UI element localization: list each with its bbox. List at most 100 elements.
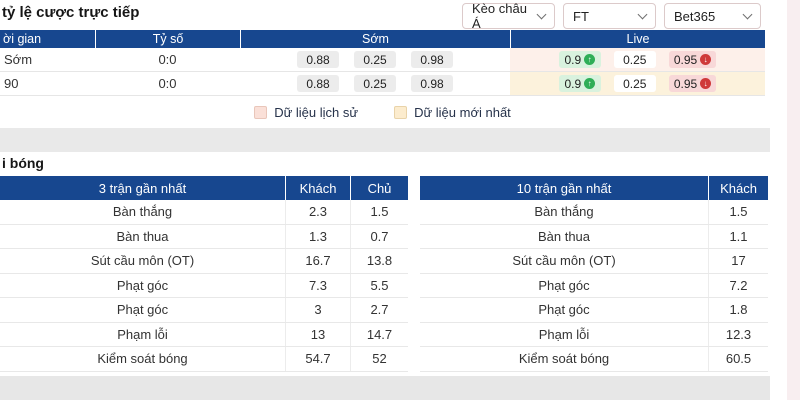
score-cell: 0:0 (158, 52, 177, 67)
stats-table-last3: 3 trận gần nhất Khách Chủ Bàn thắng 2.3 1.… (0, 176, 408, 372)
live-odds-value: 0.25 (613, 51, 656, 68)
stat-away-value: 7.3 (285, 273, 350, 297)
stat-away-value: 7.2 (708, 273, 768, 297)
stat-home-value: 5.5 (350, 273, 408, 297)
stat-label: Phạt góc (538, 302, 590, 318)
odds-table-body: Sớm 0:0 0.88 0.25 0.98 0.9 ↑ 0.25 0.95 ↓ 90 0:0 0.88… (0, 48, 765, 96)
early-odds-value: 0.88 (297, 51, 339, 68)
live-odds-cell: 0.9 ↑ 0.25 0.95 ↓ (510, 72, 765, 95)
stats-table-row: Sút cầu môn (OT) 17 (420, 249, 768, 274)
legend-label: Dữ liệu mới nhất (414, 105, 511, 120)
stat-label: Kiểm soát bóng (97, 351, 188, 367)
handicap-type-dropdown[interactable]: Kèo châu Á (462, 1, 555, 31)
stat-label: Phạt góc (116, 302, 169, 318)
stat-home-value: 13.8 (350, 249, 408, 273)
stats-table-row: Bàn thắng 1.5 (420, 200, 768, 225)
stats-table-row: Kiểm soát bóng 54.7 52 (0, 347, 408, 372)
stat-label: Sút cầu môn (OT) (512, 253, 616, 269)
col-header-early: Sớm (240, 30, 510, 48)
col-header-away: Khách (708, 176, 768, 200)
stat-away-value: 17 (708, 249, 768, 273)
stat-away-value: 1.1 (708, 224, 768, 248)
stats-table-row: Sút cầu môn (OT) 16.7 13.8 (0, 249, 408, 274)
stat-label: Bàn thua (537, 228, 591, 244)
col-header-away: Khách (285, 176, 350, 200)
col-header-score: Tỷ số (95, 30, 240, 48)
early-odds-value: 0.25 (354, 51, 396, 68)
live-odds-value: 0.9 ↑ (558, 75, 601, 92)
early-odds-cell: 0.88 0.25 0.98 (240, 72, 510, 95)
arrow-up-icon: ↑ (584, 78, 596, 89)
live-odds-cell: 0.9 ↑ 0.25 0.95 ↓ (510, 48, 765, 71)
stat-label: Phạt góc (116, 277, 169, 293)
stats-table-row: Bàn thua 1.3 0.7 (0, 224, 408, 249)
stats-table-header: 3 trận gần nhất Khách Chủ (0, 176, 408, 200)
chevron-down-icon (637, 9, 648, 20)
arrow-down-icon: ↓ (700, 78, 712, 89)
stats-table-row: Phạm lỗi 12.3 (420, 322, 768, 347)
stat-away-value: 16.7 (285, 249, 350, 273)
stats-table-row: Phạt góc 1.8 (420, 298, 768, 323)
live-odds-value: 0.25 (613, 75, 656, 92)
stat-away-value: 3 (285, 298, 350, 322)
stat-away-value: 12.3 (708, 322, 768, 346)
stats-table-row: Phạm lỗi 13 14.7 (0, 322, 408, 347)
stat-label: Bàn thua (116, 228, 169, 244)
stat-label: Phạm lỗi (117, 326, 168, 342)
stats-table-row: Bàn thua 1.1 (420, 224, 768, 249)
stats-table-row: Phạt góc 3 2.7 (0, 298, 408, 323)
handicap-type-value: Kèo châu Á (472, 1, 527, 31)
col-header-home: Chủ (350, 176, 408, 200)
stats-section-title: i bóng (2, 155, 44, 171)
stat-home-value: 14.7 (350, 322, 408, 346)
stat-away-value: 2.3 (285, 200, 350, 224)
section-divider (0, 128, 770, 152)
period-value: FT (573, 8, 589, 24)
legend-label: Dữ liệu lịch sử (274, 105, 359, 120)
live-odds-value: 0.95 ↓ (668, 75, 717, 92)
score-cell: 0:0 (158, 76, 177, 91)
legend: Dữ liệu lịch sử Dữ liệu mới nhất (0, 105, 765, 120)
stat-away-value: 1.8 (708, 298, 768, 322)
stat-away-value: 13 (285, 322, 350, 346)
live-odds-value: 0.9 ↑ (558, 51, 601, 68)
history-swatch-icon (254, 106, 268, 119)
early-odds-value: 0.98 (411, 75, 453, 92)
stats-table-row: Bàn thắng 2.3 1.5 (0, 200, 408, 225)
stat-home-value: 0.7 (350, 224, 408, 248)
stat-home-value: 1.5 (350, 200, 408, 224)
stat-label: Sút cầu môn (OT) (90, 253, 195, 269)
stats-table-header: 10 trận gần nhất Khách (420, 176, 768, 200)
early-odds-value: 0.25 (354, 75, 396, 92)
stat-away-value: 54.7 (285, 347, 350, 371)
col-header-last10: 10 trận gần nhất (516, 180, 612, 196)
arrow-down-icon: ↓ (700, 54, 712, 65)
latest-swatch-icon (394, 106, 408, 119)
odds-table-row: Sớm 0:0 0.88 0.25 0.98 0.9 ↑ 0.25 0.95 ↓ (0, 48, 765, 72)
stats-table-row: Phạt góc 7.2 (420, 273, 768, 298)
bookmaker-value: Bet365 (674, 8, 716, 24)
legend-item-latest: Dữ liệu mới nhất (394, 105, 511, 120)
odds-table: ời gian Tỷ số Sớm Live Sớm 0:0 0.88 0.25 0.9… (0, 30, 765, 96)
time-cell: 90 (4, 76, 19, 91)
time-cell: Sớm (4, 52, 33, 67)
bookmaker-dropdown[interactable]: Bet365 (664, 3, 761, 29)
side-panel-edge (787, 0, 800, 400)
stats-table-row: Kiểm soát bóng 60.5 (420, 347, 768, 372)
legend-item-history: Dữ liệu lịch sử (254, 105, 358, 120)
early-odds-cell: 0.88 0.25 0.98 (240, 48, 510, 71)
stat-away-value: 1.3 (285, 224, 350, 248)
chevron-down-icon (536, 9, 547, 20)
early-odds-value: 0.98 (411, 51, 453, 68)
arrow-up-icon: ↑ (584, 54, 596, 65)
period-dropdown[interactable]: FT (563, 3, 656, 29)
stat-away-value: 60.5 (708, 347, 768, 371)
stat-away-value: 1.5 (708, 200, 768, 224)
bottom-divider (0, 376, 770, 400)
live-odds-value: 0.95 ↓ (668, 51, 717, 68)
stat-label: Phạt góc (538, 277, 590, 293)
col-header-live: Live (510, 30, 765, 48)
odds-table-header: ời gian Tỷ số Sớm Live (0, 30, 765, 48)
stats-table-last10: 10 trận gần nhất Khách Bàn thắng 1.5 Bàn t… (420, 176, 768, 372)
stats-right-body: Bàn thắng 1.5 Bàn thua 1.1 Sút cầu môn (OT) 1… (420, 200, 768, 372)
